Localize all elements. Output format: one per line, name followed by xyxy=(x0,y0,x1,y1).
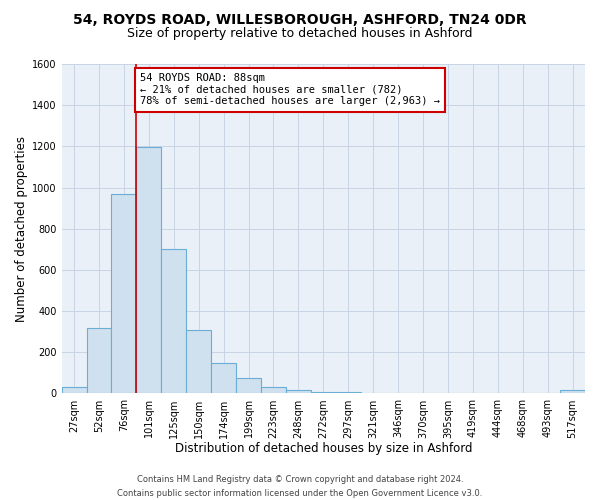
Bar xyxy=(62,388,86,394)
Bar xyxy=(236,378,261,394)
Bar xyxy=(286,390,311,394)
X-axis label: Distribution of detached houses by size in Ashford: Distribution of detached houses by size … xyxy=(175,442,472,455)
Bar xyxy=(186,330,211,394)
Text: Contains HM Land Registry data © Crown copyright and database right 2024.
Contai: Contains HM Land Registry data © Crown c… xyxy=(118,476,482,498)
Text: 54, ROYDS ROAD, WILLESBOROUGH, ASHFORD, TN24 0DR: 54, ROYDS ROAD, WILLESBOROUGH, ASHFORD, … xyxy=(73,12,527,26)
Bar xyxy=(161,250,186,394)
Bar xyxy=(560,390,585,394)
Bar xyxy=(336,392,361,394)
Bar xyxy=(86,328,112,394)
Text: Size of property relative to detached houses in Ashford: Size of property relative to detached ho… xyxy=(127,28,473,40)
Bar xyxy=(211,362,236,394)
Bar xyxy=(136,148,161,394)
Bar xyxy=(261,388,286,394)
Y-axis label: Number of detached properties: Number of detached properties xyxy=(15,136,28,322)
Text: 54 ROYDS ROAD: 88sqm
← 21% of detached houses are smaller (782)
78% of semi-deta: 54 ROYDS ROAD: 88sqm ← 21% of detached h… xyxy=(140,74,440,106)
Bar xyxy=(112,194,136,394)
Bar xyxy=(311,392,336,394)
